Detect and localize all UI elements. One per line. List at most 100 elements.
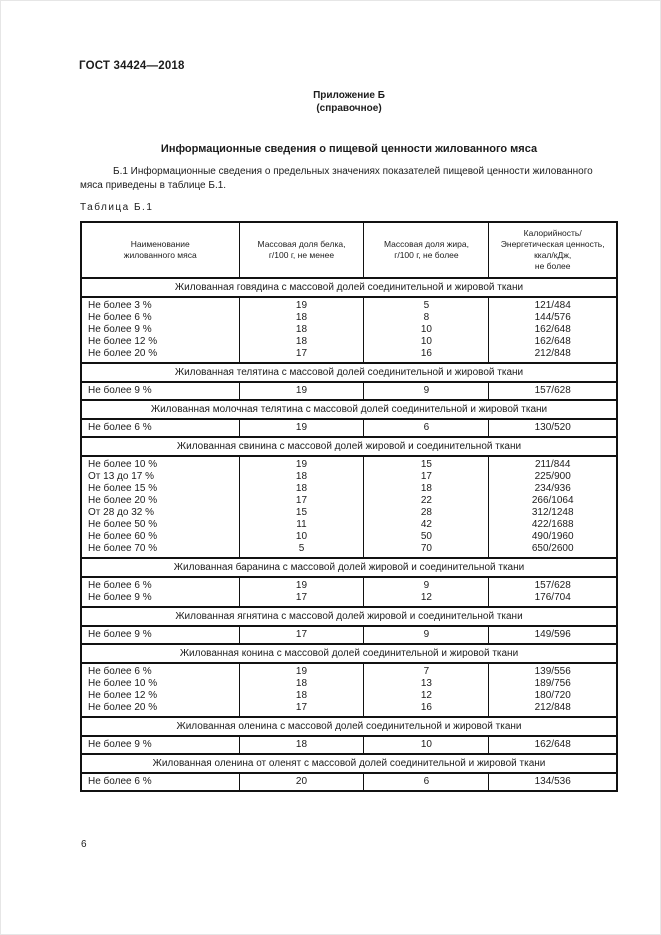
cell-value: Не более 60 % bbox=[88, 531, 158, 542]
cell-value: 12 bbox=[420, 690, 432, 701]
section-data-block: Не более 10 % От 13 до 17 % Не более 15 % Н… bbox=[82, 457, 616, 559]
cell-value: 10 bbox=[420, 336, 432, 347]
cell-value: Не более 9 % bbox=[88, 592, 152, 603]
cell-value: 17 bbox=[420, 471, 432, 482]
cell-value: 15 bbox=[295, 507, 308, 518]
cell-value: 50 bbox=[420, 531, 432, 542]
value-column-cell: 157/628 176/704 bbox=[489, 578, 616, 606]
value-column-cell: 9 12 bbox=[364, 578, 490, 606]
name-column-cell: Не более 9 % bbox=[82, 383, 240, 399]
cell-value: 19 bbox=[295, 422, 308, 433]
cell-value: 17 bbox=[295, 495, 308, 506]
cell-value: 19 bbox=[295, 300, 308, 311]
section-data-block: Не более 6 % Не более 10 % Не более 12 % Не… bbox=[82, 664, 616, 718]
section-data-block: Не более 9 % 17 9 149/596 bbox=[82, 627, 616, 645]
cell-value: Не более 10 % bbox=[88, 678, 158, 689]
nutrition-table: Наименование жилованного мяса Массовая до… bbox=[80, 221, 618, 792]
cell-value: Не более 6 % bbox=[88, 422, 152, 433]
cell-value: 18 bbox=[295, 690, 308, 701]
value-column-cell: 17 bbox=[240, 627, 365, 643]
cell-value: 5 bbox=[423, 300, 430, 311]
cell-value: Не более 10 % bbox=[88, 459, 158, 470]
name-column-cell: Не более 10 % От 13 до 17 % Не более 15 % Н… bbox=[82, 457, 240, 557]
value-column-cell: 7 13 12 16 bbox=[364, 664, 490, 716]
cell-value: 18 bbox=[420, 483, 432, 494]
cell-value: 212/848 bbox=[534, 702, 571, 713]
section-title-row: Жилованная телятина с массовой долей сое… bbox=[82, 364, 616, 383]
cell-value: 15 bbox=[420, 459, 432, 470]
cell-value: 17 bbox=[295, 592, 308, 603]
cell-value: 22 bbox=[420, 495, 432, 506]
value-column-cell: 5 8 10 10 16 bbox=[364, 298, 490, 362]
appendix-heading: Приложение Б (справочное) bbox=[80, 89, 618, 115]
cell-value: Не более 20 % bbox=[88, 348, 158, 359]
value-column-cell: 10 bbox=[364, 737, 490, 753]
cell-value: 18 bbox=[295, 739, 308, 750]
value-column-cell: 18 bbox=[240, 737, 365, 753]
cell-value: Не более 50 % bbox=[88, 519, 158, 530]
section-data-block: Не более 6 % Не более 9 % 19 17 9 12 157/628 17… bbox=[82, 578, 616, 608]
cell-value: 189/756 bbox=[534, 678, 571, 689]
cell-value: 130/520 bbox=[534, 422, 571, 433]
cell-value: 16 bbox=[420, 348, 432, 359]
cell-value: Не более 20 % bbox=[88, 495, 158, 506]
cell-value: 650/2600 bbox=[531, 543, 574, 554]
value-column-cell: 157/628 bbox=[489, 383, 616, 399]
cell-value: Не более 20 % bbox=[88, 702, 158, 713]
cell-value: 13 bbox=[420, 678, 432, 689]
cell-value: Не более 15 % bbox=[88, 483, 158, 494]
value-column-cell: 149/596 bbox=[489, 627, 616, 643]
cell-value: 6 bbox=[423, 422, 430, 433]
cell-value: От 28 до 32 % bbox=[88, 507, 155, 518]
value-column-cell: 19 bbox=[240, 383, 365, 399]
section-title-row: Жилованная оленина с массовой долей соед… bbox=[82, 718, 616, 737]
value-column-cell: 6 bbox=[364, 774, 490, 790]
cell-value: Не более 12 % bbox=[88, 690, 158, 701]
cell-value: 19 bbox=[295, 459, 308, 470]
cell-value: 18 bbox=[295, 324, 308, 335]
section-title-row: Жилованная баранина с массовой долей жир… bbox=[82, 559, 616, 578]
cell-value: 176/704 bbox=[534, 592, 571, 603]
section-title-row: Жилованная свинина с массовой долей жиро… bbox=[82, 438, 616, 457]
appendix-subtitle: (справочное) bbox=[316, 103, 382, 114]
cell-value: От 13 до 17 % bbox=[88, 471, 155, 482]
value-column-cell: 19 18 18 17 15 11 10 5 bbox=[240, 457, 365, 557]
value-column-cell: 130/520 bbox=[489, 420, 616, 436]
cell-value: 7 bbox=[423, 666, 430, 677]
cell-value: 42 bbox=[420, 519, 432, 530]
name-column-cell: Не более 6 % Не более 10 % Не более 12 % Не… bbox=[82, 664, 240, 716]
cell-value: 12 bbox=[420, 592, 432, 603]
value-column-cell: 211/844 225/900 234/936 266/1064 312/1248 422… bbox=[489, 457, 616, 557]
cell-value: 139/556 bbox=[534, 666, 571, 677]
name-column-cell: Не более 3 % Не более 6 % Не более 9 % Не б… bbox=[82, 298, 240, 362]
value-column-cell: 134/536 bbox=[489, 774, 616, 790]
cell-value: 5 bbox=[298, 543, 305, 554]
cell-value: 225/900 bbox=[534, 471, 571, 482]
cell-value: 19 bbox=[295, 666, 308, 677]
section-data-block: Не более 6 % 20 6 134/536 bbox=[82, 774, 616, 790]
section-title-row: Жилованная молочная телятина с массовой … bbox=[82, 401, 616, 420]
cell-value: 422/1688 bbox=[531, 519, 574, 530]
value-column-cell: 139/556 189/756 180/720 212/848 bbox=[489, 664, 616, 716]
cell-value: 18 bbox=[295, 336, 308, 347]
section-title-row: Жилованная ягнятина с массовой долей жир… bbox=[82, 608, 616, 627]
table-header-row: Наименование жилованного мяса Массовая до… bbox=[82, 223, 616, 279]
name-column-cell: Не более 6 % Не более 9 % bbox=[82, 578, 240, 606]
cell-value: 8 bbox=[423, 312, 430, 323]
page-number: 6 bbox=[81, 839, 87, 850]
section-data-block: Не более 3 % Не более 6 % Не более 9 % Не б… bbox=[82, 298, 616, 364]
cell-value: 134/536 bbox=[534, 776, 571, 787]
cell-value: 211/844 bbox=[534, 459, 571, 470]
appendix-title: Приложение Б bbox=[313, 90, 385, 101]
column-header: Массовая доля белка, г/100 г, не менее bbox=[240, 223, 365, 277]
value-column-cell: 9 bbox=[364, 383, 490, 399]
value-column-cell: 19 18 18 17 bbox=[240, 664, 365, 716]
value-column-cell: 15 17 18 22 28 42 50 70 bbox=[364, 457, 490, 557]
cell-value: 19 bbox=[295, 385, 308, 396]
column-header: Наименование жилованного мяса bbox=[82, 223, 240, 277]
cell-value: 312/1248 bbox=[531, 507, 574, 518]
cell-value: 490/1960 bbox=[531, 531, 574, 542]
cell-value: 18 bbox=[295, 678, 308, 689]
cell-value: Не более 6 % bbox=[88, 666, 152, 677]
